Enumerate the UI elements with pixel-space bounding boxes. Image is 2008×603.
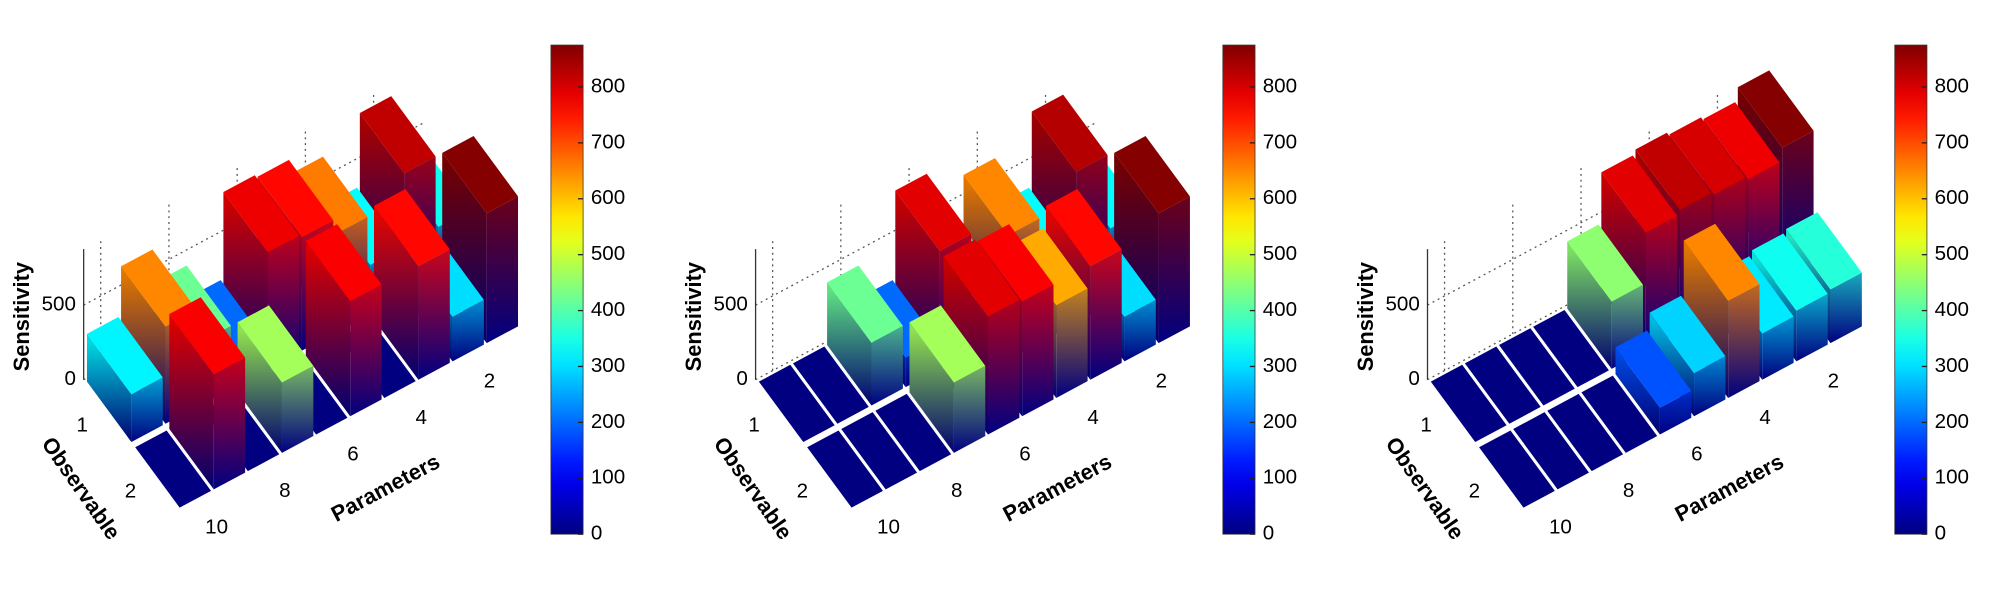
x-axis-label: Parameters [999,449,1116,527]
bar [1547,393,1624,472]
colorbar-tick-label: 200 [591,410,625,433]
colorbar-tick-label: 100 [1263,466,1297,489]
y-tick-label: 1 [76,414,87,437]
y-tick-label: 2 [125,479,136,502]
colorbar-tick-label: 400 [591,298,625,321]
y-tick-label: 2 [797,479,808,502]
colorbar-tick-label: 700 [591,130,625,153]
x-tick-label: 2 [1828,369,1839,392]
colorbar [550,44,584,535]
colorbar-tick-label: 700 [1935,130,1969,153]
colorbar-tick-label: 800 [591,74,625,97]
colorbar-tick-label: 200 [1263,410,1297,433]
colorbar [1894,44,1928,535]
bar [86,317,163,443]
colorbar-tick-label: 300 [591,354,625,377]
y-tick-label: 1 [748,414,759,437]
bar [1581,375,1658,453]
colorbar-tick-label: 0 [1935,522,1946,545]
colorbar-tick-label: 500 [591,242,625,265]
bar [374,189,450,380]
bar [841,412,918,490]
bar [792,346,869,424]
z-axis-label: Sensitivity [681,261,706,371]
colorbar-tick-label: 800 [1263,74,1297,97]
z-tick-label: 500 [42,293,76,316]
colorbar-tick-label: 600 [1935,186,1969,209]
colorbar [1222,44,1256,535]
bar [807,430,883,508]
bar [1499,328,1575,406]
bar [1533,309,1609,388]
bar [237,305,314,453]
z-axis-label: Sensitivity [1353,261,1378,371]
grid-line [755,196,1097,381]
colorbar-tick-label: 100 [1935,466,1969,489]
bar [1479,430,1555,508]
colorbar-tick-label: 300 [1263,354,1297,377]
colorbar-tick-label: 600 [591,186,625,209]
colorbar-tick-label: 200 [1935,410,1969,433]
bar [758,364,835,443]
grid-line [1427,196,1769,381]
y-axis-label: Observable [37,432,126,544]
bar [169,297,246,490]
x-tick-label: 4 [1759,406,1770,429]
colorbar-tick-label: 400 [1935,298,1969,321]
bar [1464,346,1541,424]
colorbar-tick-label: 500 [1263,242,1297,265]
x-tick-label: 6 [1019,442,1030,465]
colorbar-tick-label: 300 [1935,354,1969,377]
x-tick-label: 10 [205,516,228,539]
colorbar-tick-label: 700 [1263,130,1297,153]
x-axis-label: Parameters [327,449,444,527]
colorbar-tick-label: 0 [591,522,602,545]
x-tick-label: 10 [1549,516,1572,539]
x-tick-label: 2 [1156,369,1167,392]
z-tick-label: 0 [736,367,747,390]
x-tick-label: 4 [416,406,427,429]
bar [1513,412,1589,490]
bar [135,430,212,508]
colorbar-tick-label: 500 [1935,242,1969,265]
z-tick-label: 0 [1408,367,1419,390]
colorbar-tick-label: 0 [1263,522,1274,545]
z-tick-label: 500 [714,293,748,316]
x-tick-label: 6 [1691,442,1702,465]
x-tick-label: 8 [1623,479,1634,502]
bar [1615,330,1692,435]
z-tick-label: 0 [64,367,75,390]
x-tick-label: 10 [877,516,900,539]
bar [305,224,382,417]
bar [1430,364,1507,443]
colorbar-tick-label: 800 [1935,74,1969,97]
bar [875,393,952,472]
y-axis-label: Observable [1381,432,1470,544]
colorbar-tick-label: 100 [591,466,625,489]
y-axis-label: Observable [709,432,798,544]
grid-line [755,121,1097,306]
colorbar-tick-label: 600 [1263,186,1297,209]
z-tick-label: 500 [1385,293,1419,316]
x-axis-label: Parameters [1671,449,1788,527]
x-tick-label: 8 [279,479,290,502]
y-tick-label: 2 [1469,479,1480,502]
colorbar-tick-label: 400 [1263,298,1297,321]
x-tick-label: 4 [1087,406,1098,429]
bar [909,305,986,453]
x-tick-label: 8 [951,479,962,502]
x-tick-label: 2 [484,369,495,392]
y-tick-label: 1 [1420,414,1431,437]
bar [827,265,903,406]
z-axis-label: Sensitivity [9,261,34,371]
grid-line [1427,121,1769,306]
x-tick-label: 6 [347,442,358,465]
